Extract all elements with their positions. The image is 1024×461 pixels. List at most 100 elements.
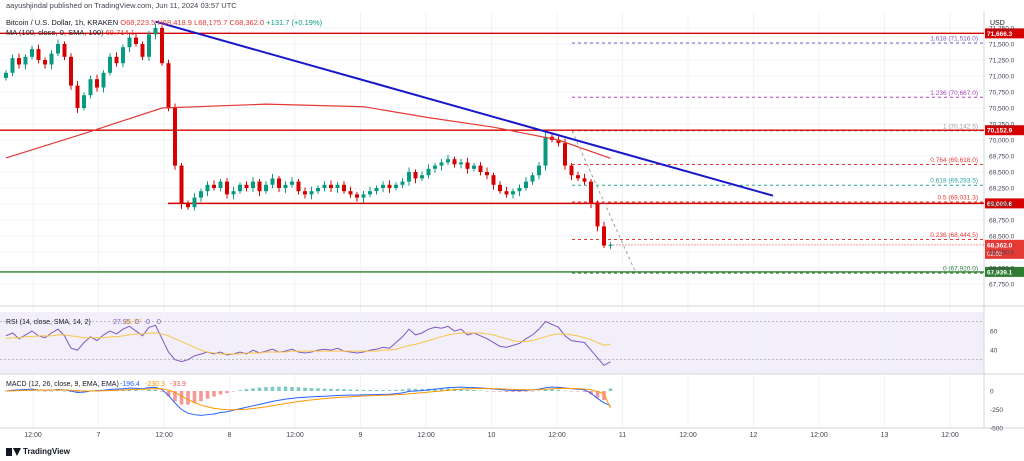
macd-histogram-bar: [82, 391, 86, 393]
macd-histogram-bar: [342, 389, 346, 392]
candle-body: [400, 181, 405, 185]
candle-body: [270, 178, 275, 185]
candle-body: [439, 162, 444, 166]
candle-body: [602, 226, 606, 246]
macd-histogram-bar: [504, 391, 509, 393]
candle-body: [589, 181, 593, 204]
macd-histogram-bar: [257, 387, 262, 392]
macd-histogram-bar: [361, 389, 366, 392]
candle-body: [368, 191, 372, 195]
candle-body: [504, 191, 509, 195]
macd-histogram-bar: [225, 391, 229, 394]
fib-level-label: 0.236 (68,444.5): [930, 232, 978, 239]
ma100-line: [5, 103, 611, 159]
price-tick-label: 69,750.0: [989, 154, 1015, 161]
macd-line: [5, 386, 611, 416]
candle-body: [394, 184, 398, 188]
candle-body: [218, 181, 223, 188]
candle-body: [179, 165, 184, 204]
x-tick-label: 12:00: [810, 432, 828, 439]
macd-histogram-bar: [264, 387, 268, 392]
candle-body: [485, 172, 489, 176]
candle-body: [433, 165, 437, 169]
macd-histogram-bar: [199, 391, 203, 402]
candle-body: [355, 194, 359, 198]
candle-body: [465, 162, 470, 169]
macd-histogram-bar: [316, 388, 320, 392]
macd-histogram-bar: [355, 389, 359, 392]
macd-histogram-bar: [166, 391, 171, 397]
candle-body: [491, 175, 496, 185]
grid: [0, 12, 1024, 429]
ohlc-high: H68,418.9: [157, 18, 192, 27]
candle-body: [407, 172, 411, 182]
candle-body: [543, 136, 548, 166]
rsi-legend-value: 46.27: [124, 319, 142, 326]
macd-histogram-bar: [218, 391, 223, 395]
candle-body: [192, 197, 197, 208]
ohlc-low: L68,175.7: [194, 18, 228, 27]
macd-histogram-bar: [413, 388, 418, 392]
x-tick-label: 12:00: [679, 432, 697, 439]
macd-tick-label: 0: [990, 389, 994, 396]
candle-body: [374, 188, 379, 192]
macd-histogram-bar: [381, 390, 385, 392]
candle-body: [446, 159, 450, 163]
macd-histogram-bar: [329, 388, 333, 392]
macd-histogram-bar: [296, 387, 301, 392]
x-tick-label: 12:00: [548, 432, 566, 439]
candle-body: [166, 63, 171, 108]
tradingview-brand: TradingView: [23, 447, 70, 456]
candle-body: [420, 175, 424, 179]
price-tick-label: 69,000.0: [989, 202, 1015, 209]
candle-body: [30, 49, 34, 57]
x-tick-label: 12: [750, 432, 758, 439]
x-tick-label: 8: [228, 432, 232, 439]
level-price-tag: [985, 198, 1024, 209]
x-tick-label: 13: [881, 432, 889, 439]
macd-histogram-bar: [56, 390, 60, 392]
macd-histogram-bar: [140, 390, 145, 392]
x-tick-label: 12:00: [155, 432, 173, 439]
candle-body: [426, 168, 431, 176]
candle-body: [511, 191, 515, 195]
macd-histogram-bar: [4, 391, 8, 392]
candle-body: [361, 194, 366, 198]
symbol-label: Bitcoin / U.S. Dollar, 1h, KRAKEN: [6, 18, 119, 27]
candle-body: [316, 188, 320, 192]
level-price-label: 67,939.1: [987, 269, 1013, 276]
macd-histogram-bar: [153, 389, 158, 392]
tradingview-logo[interactable]: TradingView: [6, 447, 70, 456]
candles: [4, 23, 613, 249]
candle-body: [56, 44, 60, 54]
price-tick-label: 70,000.0: [989, 138, 1015, 145]
fib-level-label: 1.618 (71,516.0): [930, 35, 978, 42]
candle-body: [472, 165, 476, 169]
macd-histogram-bar: [160, 391, 164, 392]
ohlc-change: +131.7 (+0.19%): [266, 18, 323, 27]
macd-histogram-bar: [602, 391, 606, 401]
candle-body: [4, 72, 8, 78]
candle-body: [283, 184, 288, 188]
macd-histogram-bar: [277, 386, 281, 392]
candle-body: [101, 72, 106, 88]
fib-anchor-line: [571, 130, 637, 274]
price-tick-label: 68,250.0: [989, 250, 1015, 257]
macd-histogram-bar: [43, 391, 47, 392]
rsi-tick-label: 60: [990, 329, 998, 336]
macd-histogram-bar: [569, 391, 574, 392]
macd-histogram-bar: [387, 390, 392, 392]
candle-body: [329, 184, 333, 188]
candle-body: [186, 204, 190, 208]
macd-histogram-bar: [446, 388, 450, 392]
macd-histogram-bar: [127, 389, 132, 392]
candle-body: [257, 181, 262, 192]
price-tick-label: 70,250.0: [989, 122, 1015, 129]
candle-body: [127, 37, 132, 48]
macd-histogram-bar: [173, 391, 177, 402]
candle-body: [517, 188, 522, 192]
candle-body: [537, 165, 541, 176]
candle-body: [322, 184, 327, 188]
candle-body: [212, 184, 216, 188]
